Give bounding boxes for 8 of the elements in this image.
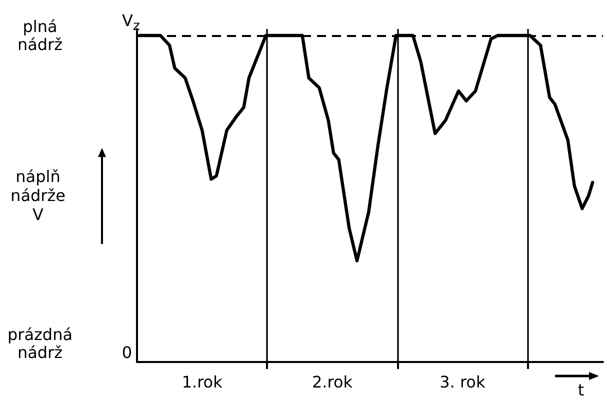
x-axis-title: t	[578, 380, 584, 400]
text: 0	[120, 343, 132, 362]
x-tick-label: 3. rok	[440, 372, 486, 392]
y-axis-title: náplň nádrže V	[10, 167, 66, 224]
x-tick-label: 2.rok	[312, 372, 354, 392]
text: plná nádrž	[16, 17, 64, 54]
x-tick-label: 1.rok	[182, 372, 224, 392]
text: prázdná nádrž	[6, 325, 74, 362]
